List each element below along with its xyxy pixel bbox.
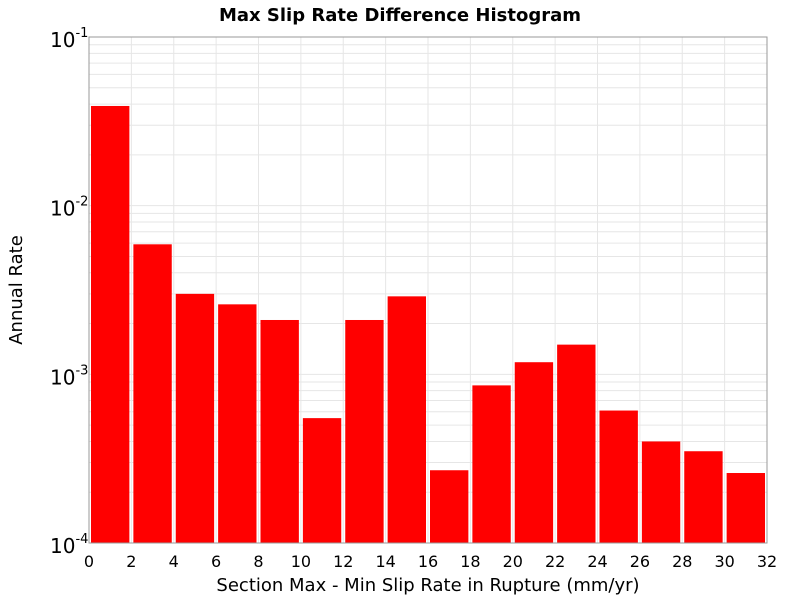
x-tick-label: 10	[291, 552, 311, 571]
plot-frame	[88, 36, 768, 544]
y-tick-label: 10-4	[50, 532, 88, 558]
bar	[430, 470, 469, 543]
x-tick-label: 16	[418, 552, 438, 571]
bar	[472, 385, 511, 543]
bar	[260, 319, 299, 543]
x-tick-label: 14	[375, 552, 395, 571]
x-tick-label: 12	[333, 552, 353, 571]
y-tick-label: 10-2	[50, 195, 88, 221]
bar	[684, 451, 723, 543]
bar	[133, 244, 172, 544]
x-tick-label: 18	[460, 552, 480, 571]
bars	[91, 105, 765, 544]
x-tick-label: 8	[253, 552, 263, 571]
x-axis: 0 2 4 6 8 10 12 14 16 18 20 22 24 26 28 30 32	[84, 552, 777, 571]
x-tick-label: 4	[169, 552, 179, 571]
bar	[557, 344, 596, 543]
chart-title: Max Slip Rate Difference Histogram	[219, 5, 581, 26]
bar	[218, 304, 257, 543]
bar	[514, 362, 554, 543]
y-axis-title: Annual Rate	[6, 235, 27, 345]
y-tick-label: 10-1	[50, 26, 88, 52]
bar	[175, 293, 215, 543]
bar	[641, 441, 681, 543]
bar	[302, 418, 342, 543]
bar	[599, 410, 638, 543]
x-tick-label: 30	[714, 552, 734, 571]
x-tick-label: 24	[587, 552, 607, 571]
x-tick-label: 26	[630, 552, 650, 571]
bar	[345, 319, 384, 543]
x-tick-label: 0	[84, 552, 94, 571]
x-tick-label: 28	[672, 552, 692, 571]
bar	[726, 473, 765, 543]
bar	[387, 296, 426, 543]
y-tick-label: 10-3	[50, 363, 88, 389]
x-axis-title: Section Max - Min Slip Rate in Rupture (…	[216, 575, 639, 596]
x-tick-label: 6	[211, 552, 221, 571]
bar	[91, 105, 130, 544]
x-tick-label: 20	[503, 552, 523, 571]
x-tick-label: 32	[757, 552, 777, 571]
y-axis: 10-4 10-3 10-2 10-1	[50, 26, 88, 558]
x-tick-label: 2	[126, 552, 136, 571]
x-tick-label: 22	[545, 552, 565, 571]
